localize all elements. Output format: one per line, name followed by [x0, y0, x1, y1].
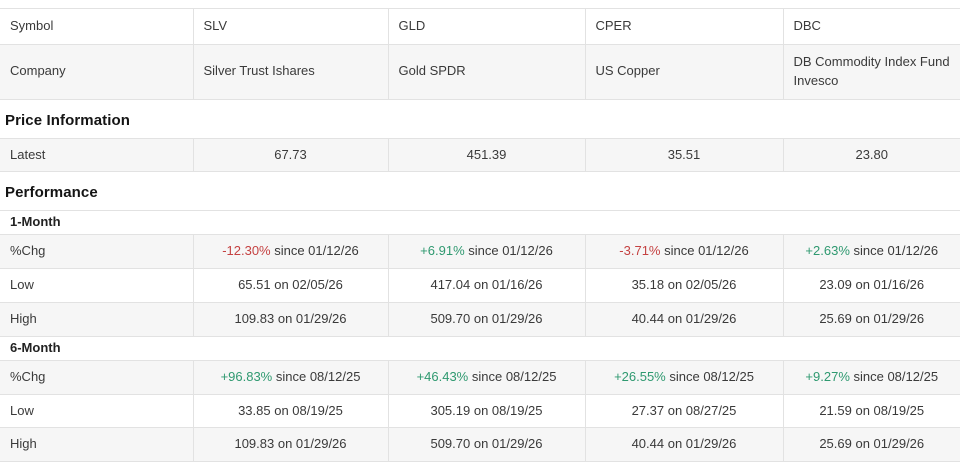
chg-since: since 08/12/25: [272, 368, 361, 384]
chg-cell-cper: +26.55% since 08/12/25: [584, 360, 783, 395]
company-row-label: Company: [10, 63, 66, 79]
performance-title: Performance: [5, 184, 98, 202]
period-header-1-month: 1-Month: [0, 210, 960, 235]
latest-cell-cper: 35.51: [584, 138, 783, 172]
company-cell-slv: Silver Trust Ishares: [192, 44, 388, 100]
chg-since: since 01/12/26: [270, 243, 359, 259]
low-cell-cper: 27.37 on 08/27/25: [584, 394, 783, 428]
chg-value: +46.43%: [416, 368, 469, 384]
high-cell-slv: 109.83 on 01/29/26: [192, 427, 388, 462]
symbol-company-table: Symbol SLV GLD CPER DBC Company Silver T…: [0, 8, 960, 100]
low-cell-gld: 417.04 on 01/16/26: [387, 268, 585, 303]
high-row-1-month: High 109.83 on 01/29/26 509.70 on 01/29/…: [0, 302, 960, 336]
chg-cell-gld: +46.43% since 08/12/25: [387, 360, 585, 395]
price-information-table: Latest 67.73 451.39 35.51 23.80: [0, 138, 960, 173]
company-cell-dbc: DB Commodity Index Fund Invesco: [782, 44, 960, 100]
latest-row: Latest 67.73 451.39 35.51 23.80: [0, 138, 960, 172]
chg-since: since 08/12/25: [849, 368, 939, 384]
chg-value: -3.71%: [619, 243, 661, 259]
chg-row-6-month: %Chg +96.83% since 08/12/25 +46.43% sinc…: [0, 360, 960, 395]
symbol-cell-dbc: DBC: [782, 8, 960, 45]
chg-row-1-month: %Chg -12.30% since 01/12/26 +6.91% since…: [0, 234, 960, 269]
low-row-label: Low: [10, 402, 34, 418]
latest-cell-gld: 451.39: [387, 138, 585, 172]
low-cell-slv: 65.51 on 02/05/26: [192, 268, 388, 303]
chg-since: since 01/12/26: [849, 243, 939, 259]
high-cell-dbc: 25.69 on 01/29/26: [782, 302, 960, 336]
chg-value: +9.27%: [805, 368, 850, 384]
low-cell-cper: 35.18 on 02/05/26: [584, 268, 783, 303]
chg-cell-dbc: +2.63% since 01/12/26: [782, 234, 960, 269]
low-row-label: Low: [10, 277, 34, 293]
high-cell-gld: 509.70 on 01/29/26: [387, 302, 585, 336]
low-cell-dbc: 21.59 on 08/19/25: [782, 394, 960, 428]
low-row-1-month: Low 65.51 on 02/05/26 417.04 on 01/16/26…: [0, 268, 960, 303]
chg-cell-gld: +6.91% since 01/12/26: [387, 234, 585, 269]
high-cell-cper: 40.44 on 01/29/26: [584, 427, 783, 462]
chg-value: +26.55%: [614, 368, 666, 384]
high-cell-slv: 109.83 on 01/29/26: [192, 302, 388, 336]
company-row: Company Silver Trust Ishares Gold SPDR U…: [0, 44, 960, 100]
high-cell-dbc: 25.69 on 01/29/26: [782, 427, 960, 462]
high-cell-gld: 509.70 on 01/29/26: [387, 427, 585, 462]
chg-value: +2.63%: [805, 243, 850, 259]
symbol-cell-gld: GLD: [387, 8, 585, 45]
symbol-row-label: Symbol: [10, 18, 54, 33]
performance-1-month-table: %Chg -12.30% since 01/12/26 +6.91% since…: [0, 234, 960, 336]
chg-cell-cper: -3.71% since 01/12/26: [584, 234, 783, 269]
price-information-title: Price Information: [5, 111, 131, 129]
chg-cell-slv: -12.30% since 01/12/26: [192, 234, 388, 269]
chg-row-label: %Chg: [10, 243, 46, 259]
latest-cell-dbc: 23.80: [782, 138, 960, 172]
symbol-cell-slv: SLV: [192, 8, 388, 45]
low-cell-dbc: 23.09 on 01/16/26: [782, 268, 960, 303]
chg-since: since 08/12/25: [665, 368, 754, 384]
latest-row-label: Latest: [10, 146, 46, 162]
low-cell-gld: 305.19 on 08/19/25: [387, 394, 585, 428]
high-row-label: High: [10, 311, 37, 326]
chg-cell-dbc: +9.27% since 08/12/25: [782, 360, 960, 395]
symbol-row: Symbol SLV GLD CPER DBC: [0, 8, 960, 45]
latest-cell-slv: 67.73: [192, 138, 388, 172]
chg-since: since 01/12/26: [660, 243, 749, 259]
chg-value: +6.91%: [420, 243, 465, 259]
period-header-6-month: 6-Month: [0, 335, 960, 360]
company-cell-cper: US Copper: [584, 44, 783, 100]
symbol-cell-cper: CPER: [584, 8, 783, 45]
low-cell-slv: 33.85 on 08/19/25: [192, 394, 388, 428]
chg-cell-slv: +96.83% since 08/12/25: [192, 360, 388, 395]
chg-since: since 01/12/26: [464, 243, 553, 259]
high-row-label: High: [10, 436, 37, 452]
chg-value: -12.30%: [222, 243, 271, 259]
chg-since: since 08/12/25: [468, 368, 557, 384]
high-cell-cper: 40.44 on 01/29/26: [584, 302, 783, 336]
high-row-6-month: High 109.83 on 01/29/26 509.70 on 01/29/…: [0, 427, 960, 462]
company-cell-gld: Gold SPDR: [387, 44, 585, 100]
chg-row-label: %Chg: [10, 368, 46, 384]
performance-6-month-table: %Chg +96.83% since 08/12/25 +46.43% sinc…: [0, 360, 960, 462]
chg-value: +96.83%: [220, 368, 273, 384]
low-row-6-month: Low 33.85 on 08/19/25 305.19 on 08/19/25…: [0, 394, 960, 428]
